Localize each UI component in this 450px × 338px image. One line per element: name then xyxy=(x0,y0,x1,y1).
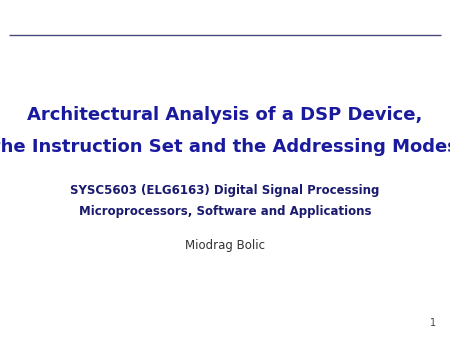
Text: 1: 1 xyxy=(430,318,436,328)
Text: the Instruction Set and the Addressing Modes: the Instruction Set and the Addressing M… xyxy=(0,138,450,156)
Text: Miodrag Bolic: Miodrag Bolic xyxy=(185,239,265,251)
Text: Microprocessors, Software and Applications: Microprocessors, Software and Applicatio… xyxy=(79,205,371,218)
Text: Architectural Analysis of a DSP Device,: Architectural Analysis of a DSP Device, xyxy=(27,106,423,124)
Text: SYSC5603 (ELG6163) Digital Signal Processing: SYSC5603 (ELG6163) Digital Signal Proces… xyxy=(70,185,380,197)
